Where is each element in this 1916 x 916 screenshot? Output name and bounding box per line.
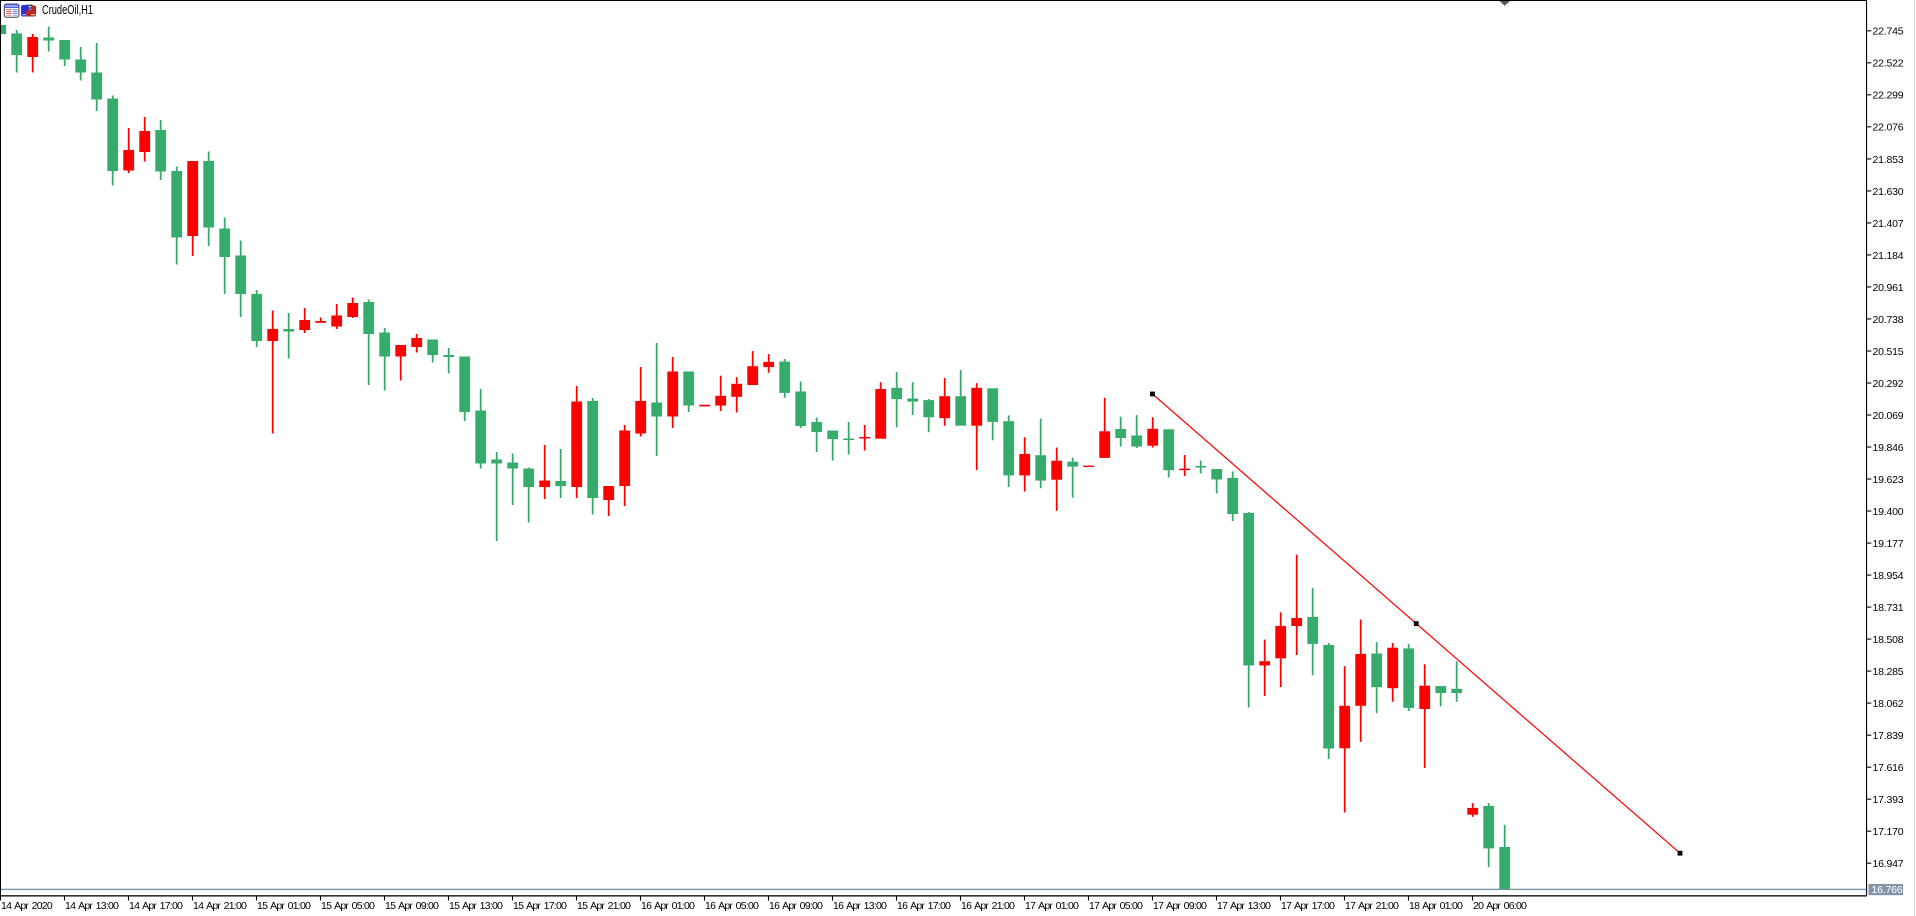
- svg-text:16 Apr 17:00: 16 Apr 17:00: [897, 900, 951, 912]
- svg-text:14 Apr 17:00: 14 Apr 17:00: [129, 900, 183, 912]
- svg-text:15 Apr 13:00: 15 Apr 13:00: [449, 900, 503, 912]
- svg-text:22.076: 22.076: [1873, 122, 1904, 134]
- svg-text:22.299: 22.299: [1873, 90, 1904, 102]
- svg-text:17 Apr 21:00: 17 Apr 21:00: [1345, 900, 1399, 912]
- svg-text:16 Apr 09:00: 16 Apr 09:00: [769, 900, 823, 912]
- svg-text:20.069: 20.069: [1873, 410, 1904, 422]
- svg-text:16 Apr 21:00: 16 Apr 21:00: [961, 900, 1015, 912]
- svg-text:22.522: 22.522: [1873, 58, 1904, 70]
- svg-text:17 Apr 05:00: 17 Apr 05:00: [1089, 900, 1143, 912]
- svg-text:16 Apr 13:00: 16 Apr 13:00: [833, 900, 887, 912]
- svg-text:15 Apr 05:00: 15 Apr 05:00: [321, 900, 375, 912]
- svg-text:21.184: 21.184: [1873, 250, 1904, 262]
- svg-text:20 Apr 06:00: 20 Apr 06:00: [1473, 900, 1527, 912]
- svg-text:18.285: 18.285: [1873, 666, 1904, 678]
- svg-text:15 Apr 09:00: 15 Apr 09:00: [385, 900, 439, 912]
- svg-text:17.616: 17.616: [1873, 762, 1904, 774]
- svg-text:19.400: 19.400: [1873, 506, 1904, 518]
- svg-text:17 Apr 13:00: 17 Apr 13:00: [1217, 900, 1271, 912]
- svg-text:17 Apr 17:00: 17 Apr 17:00: [1281, 900, 1335, 912]
- svg-text:21.630: 21.630: [1873, 186, 1904, 198]
- svg-text:20.292: 20.292: [1873, 378, 1904, 390]
- svg-text:CrudeOil,H1: CrudeOil,H1: [42, 2, 93, 17]
- svg-text:16.947: 16.947: [1873, 858, 1904, 870]
- svg-text:16 Apr 05:00: 16 Apr 05:00: [705, 900, 759, 912]
- svg-text:20.515: 20.515: [1873, 346, 1904, 358]
- svg-text:15 Apr 17:00: 15 Apr 17:00: [513, 900, 567, 912]
- svg-text:17.393: 17.393: [1873, 794, 1904, 806]
- svg-text:15 Apr 01:00: 15 Apr 01:00: [257, 900, 311, 912]
- svg-text:17.839: 17.839: [1873, 730, 1904, 742]
- svg-text:14 Apr 21:00: 14 Apr 21:00: [193, 900, 247, 912]
- svg-text:14 Apr 13:00: 14 Apr 13:00: [65, 900, 119, 912]
- svg-text:19.846: 19.846: [1873, 442, 1904, 454]
- svg-text:15 Apr 21:00: 15 Apr 21:00: [577, 900, 631, 912]
- svg-text:18.062: 18.062: [1873, 698, 1904, 710]
- svg-text:18.508: 18.508: [1873, 634, 1904, 646]
- svg-text:20.738: 20.738: [1873, 314, 1904, 326]
- svg-text:22.745: 22.745: [1873, 26, 1904, 38]
- svg-text:21.407: 21.407: [1873, 218, 1904, 230]
- svg-text:17.170: 17.170: [1873, 826, 1904, 838]
- svg-text:17 Apr 09:00: 17 Apr 09:00: [1153, 900, 1207, 912]
- svg-text:20.961: 20.961: [1873, 282, 1904, 294]
- svg-text:18.731: 18.731: [1873, 602, 1904, 614]
- svg-text:18.954: 18.954: [1873, 570, 1904, 582]
- svg-text:14 Apr 2020: 14 Apr 2020: [1, 900, 53, 912]
- svg-text:19.177: 19.177: [1873, 538, 1904, 550]
- svg-text:16 Apr 01:00: 16 Apr 01:00: [641, 900, 695, 912]
- svg-text:21.853: 21.853: [1873, 154, 1904, 166]
- svg-text:17 Apr 01:00: 17 Apr 01:00: [1025, 900, 1079, 912]
- svg-text:16.766: 16.766: [1872, 884, 1903, 896]
- svg-text:19.623: 19.623: [1873, 474, 1904, 486]
- svg-text:18 Apr 01:00: 18 Apr 01:00: [1409, 900, 1463, 912]
